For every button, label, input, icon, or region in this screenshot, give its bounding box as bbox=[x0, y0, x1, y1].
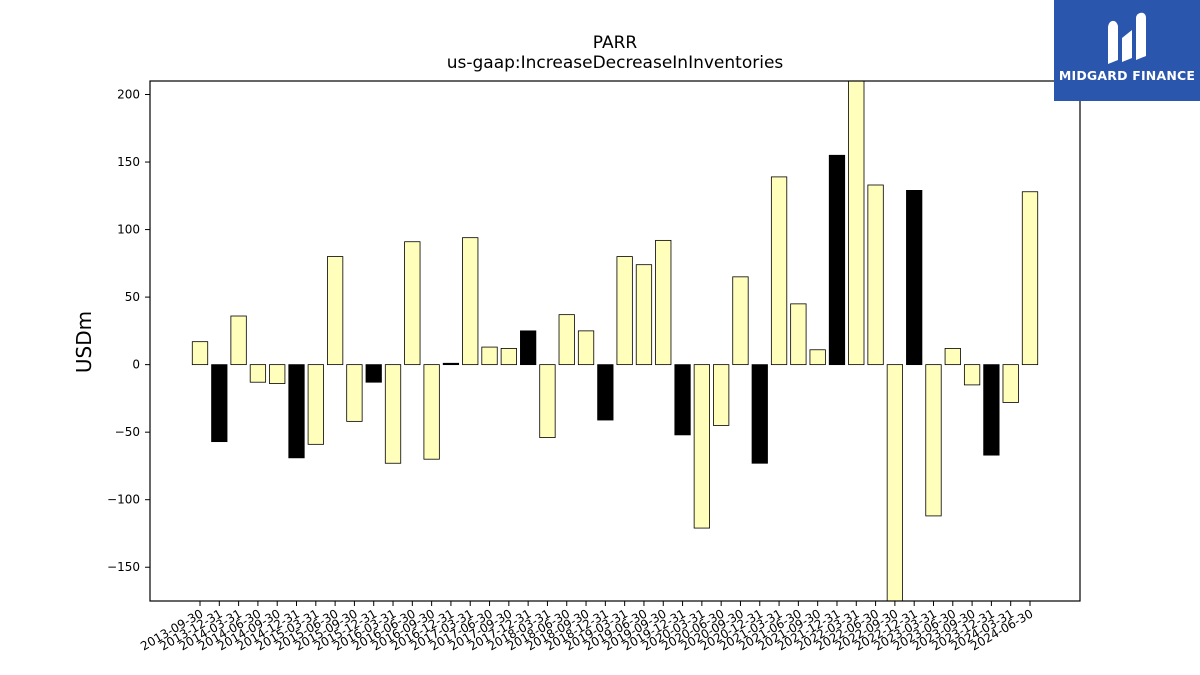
bar-2020-06-30 bbox=[713, 364, 730, 426]
bar-2018-12-31 bbox=[597, 364, 614, 421]
bar-2024-03-31 bbox=[1002, 364, 1019, 403]
y-tick-label: 50 bbox=[125, 290, 140, 304]
y-tick-label: 0 bbox=[132, 358, 140, 372]
bar-2020-12-31 bbox=[751, 364, 768, 464]
bar-2021-09-30 bbox=[809, 349, 826, 366]
bar-2023-06-30 bbox=[944, 348, 961, 366]
bar-2015-06-30 bbox=[326, 256, 344, 366]
bar-2021-06-30 bbox=[790, 303, 807, 366]
midgard-logo-icon bbox=[1108, 12, 1146, 64]
bar-2024-06-30 bbox=[1021, 191, 1039, 366]
brand-name: MIDGARD FINANCE bbox=[1058, 68, 1196, 83]
bar-2017-09-30 bbox=[500, 348, 517, 366]
bar-2016-09-30 bbox=[423, 364, 440, 460]
bar-2016-06-30 bbox=[404, 241, 421, 366]
y-tick-label: 150 bbox=[117, 155, 140, 169]
chart-title: PARR bbox=[593, 33, 638, 53]
y-ticks-group: −150 −100 −50 0 50 100 150 200 bbox=[107, 88, 150, 574]
bar-2019-03-31 bbox=[616, 256, 633, 366]
bar-2022-12-31 bbox=[906, 189, 923, 366]
y-tick-label: −150 bbox=[107, 560, 140, 574]
bar-2015-03-31 bbox=[307, 364, 324, 445]
bar-2018-06-30 bbox=[558, 314, 575, 366]
bar-2019-06-30 bbox=[635, 264, 653, 366]
y-tick-label: −50 bbox=[115, 425, 140, 439]
bar-2018-03-31 bbox=[539, 364, 556, 438]
brand-logo: MIDGARD FINANCE bbox=[1054, 0, 1200, 101]
bar-2023-03-31 bbox=[925, 364, 942, 517]
bar-2017-12-31 bbox=[520, 330, 537, 366]
bar-2016-12-31 bbox=[442, 362, 460, 366]
bar-2022-09-30 bbox=[886, 364, 903, 602]
bar-2019-09-30 bbox=[655, 239, 672, 366]
bar-2016-03-31 bbox=[384, 364, 402, 464]
bar-2015-09-30 bbox=[346, 364, 363, 422]
y-tick-label: 200 bbox=[117, 88, 140, 102]
bar-2014-06-30 bbox=[249, 364, 267, 383]
bar-2019-12-31 bbox=[674, 364, 691, 436]
bar-2014-12-31 bbox=[288, 364, 305, 459]
bar-2020-09-30 bbox=[732, 276, 749, 366]
bar-2020-03-31 bbox=[693, 364, 710, 529]
bar-2021-03-31 bbox=[770, 176, 788, 366]
chart-subtitle: us-gaap:IncreaseDecreaseInInventories bbox=[447, 53, 784, 73]
y-tick-label: −100 bbox=[107, 493, 140, 507]
bar-2013-12-31 bbox=[211, 364, 228, 443]
bar-2022-03-31 bbox=[848, 80, 865, 366]
x-ticks-group: 2013-09-302013-12-312014-03-312014-06-30… bbox=[138, 601, 1036, 653]
bar-2014-09-30 bbox=[269, 364, 286, 384]
y-axis-label: USDm bbox=[72, 311, 96, 373]
y-tick-label: 100 bbox=[117, 223, 140, 237]
bars-group bbox=[191, 80, 1039, 602]
bar-2017-03-31 bbox=[462, 237, 479, 366]
bar-2013-09-30 bbox=[191, 341, 209, 366]
bar-2015-12-31 bbox=[365, 364, 382, 383]
plot-frame bbox=[149, 80, 1081, 602]
bar-2018-09-30 bbox=[577, 330, 595, 366]
bar-2023-09-30 bbox=[963, 364, 981, 386]
bar-2021-12-31 bbox=[828, 154, 846, 366]
bar-2014-03-31 bbox=[230, 315, 247, 366]
bar-2017-06-30 bbox=[481, 346, 498, 366]
bar-2022-06-30 bbox=[867, 184, 884, 366]
bar-2023-12-31 bbox=[983, 364, 1000, 456]
